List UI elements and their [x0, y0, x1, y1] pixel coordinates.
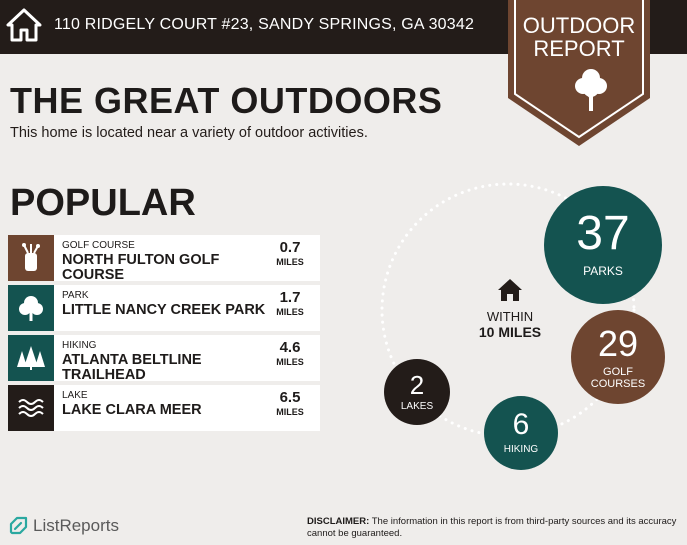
- list-item-park[interactable]: PARK LITTLE NANCY CREEK PARK 1.7 MILES: [8, 285, 320, 331]
- outdoor-report-banner: [508, 0, 650, 146]
- distance-unit: MILES: [276, 407, 304, 417]
- tree-icon: [575, 69, 607, 111]
- page-title: THE GREAT OUTDOORS: [10, 80, 443, 121]
- distance-value: 1.7: [279, 289, 301, 306]
- home-icon: [6, 8, 42, 42]
- page-subtitle: This home is located near a variety of o…: [10, 125, 368, 141]
- hiking-label: HIKING: [503, 444, 539, 455]
- item-category: HIKING: [62, 340, 97, 351]
- golf-count: 29: [597, 323, 639, 364]
- popular-heading: POPULAR: [10, 182, 196, 224]
- tree-icon: [8, 285, 54, 331]
- item-distance: 0.7 MILES: [270, 239, 310, 267]
- banner-title: OUTDOOR REPORT: [508, 14, 650, 60]
- item-distance: 6.5 MILES: [270, 389, 310, 417]
- parks-label: PARKS: [583, 264, 623, 278]
- parks-count-bubble: 37 PARKS: [544, 186, 662, 304]
- list-item-golf-course[interactable]: GOLF COURSE NORTH FULTON GOLF COURSE 0.7…: [8, 235, 320, 281]
- item-distance: 1.7 MILES: [270, 289, 310, 317]
- golf-bag-icon: [8, 235, 54, 281]
- distance-value: 0.7: [279, 239, 301, 256]
- distance-unit: MILES: [276, 307, 304, 317]
- listreports-logo-icon: [9, 516, 28, 535]
- item-category: PARK: [62, 290, 89, 301]
- item-name: LAKE CLARA MEER: [62, 403, 202, 418]
- distance-value: 4.6: [279, 339, 301, 356]
- listreports-logo: ListReports: [9, 516, 119, 536]
- disclaimer-label: DISCLAIMER:: [307, 516, 370, 527]
- lakes-count: 2: [409, 370, 425, 400]
- home-icon: [498, 279, 522, 301]
- lakes-label: LAKES: [400, 401, 434, 412]
- item-distance: 4.6 MILES: [270, 339, 310, 367]
- brand-name: ListReports: [33, 516, 119, 535]
- item-category: GOLF COURSE: [62, 240, 135, 251]
- item-name: NORTH FULTON GOLF COURSE: [62, 253, 220, 281]
- parks-count: 37: [576, 207, 630, 260]
- hiking-count-bubble: 6 HIKING: [484, 396, 558, 470]
- banner-line-1: OUTDOOR: [522, 13, 636, 38]
- golf-label-2: COURSES: [590, 378, 646, 390]
- distance-value: 6.5: [279, 389, 301, 406]
- property-address: 110 RIDGELY COURT #23, SANDY SPRINGS, GA…: [54, 16, 475, 33]
- golf-count-bubble: 29 GOLF COURSES: [571, 310, 665, 404]
- disclaimer-text: The information in this report is from t…: [307, 516, 677, 539]
- item-category: LAKE: [62, 390, 88, 401]
- list-item-lake[interactable]: LAKE LAKE CLARA MEER 6.5 MILES: [8, 385, 320, 431]
- item-name: LITTLE NANCY CREEK PARK: [62, 303, 266, 318]
- hiking-count: 6: [512, 408, 530, 441]
- within-radius-label: WITHIN 10 MILES: [470, 278, 550, 340]
- item-name: ATLANTA BELTLINE TRAILHEAD: [62, 353, 202, 381]
- golf-label-1: GOLF: [603, 366, 633, 378]
- lakes-count-bubble: 2 LAKES: [384, 359, 450, 425]
- list-item-hiking[interactable]: HIKING ATLANTA BELTLINE TRAILHEAD 4.6 MI…: [8, 335, 320, 381]
- disclaimer: DISCLAIMER: The information in this repo…: [307, 516, 683, 540]
- pine-trees-icon: [8, 335, 54, 381]
- within-text: WITHIN: [486, 309, 534, 324]
- water-waves-icon: [8, 385, 54, 431]
- distance-unit: MILES: [276, 257, 304, 267]
- distance-unit: MILES: [276, 357, 304, 367]
- banner-line-2: REPORT: [533, 36, 625, 61]
- within-distance: 10 MILES: [478, 324, 542, 340]
